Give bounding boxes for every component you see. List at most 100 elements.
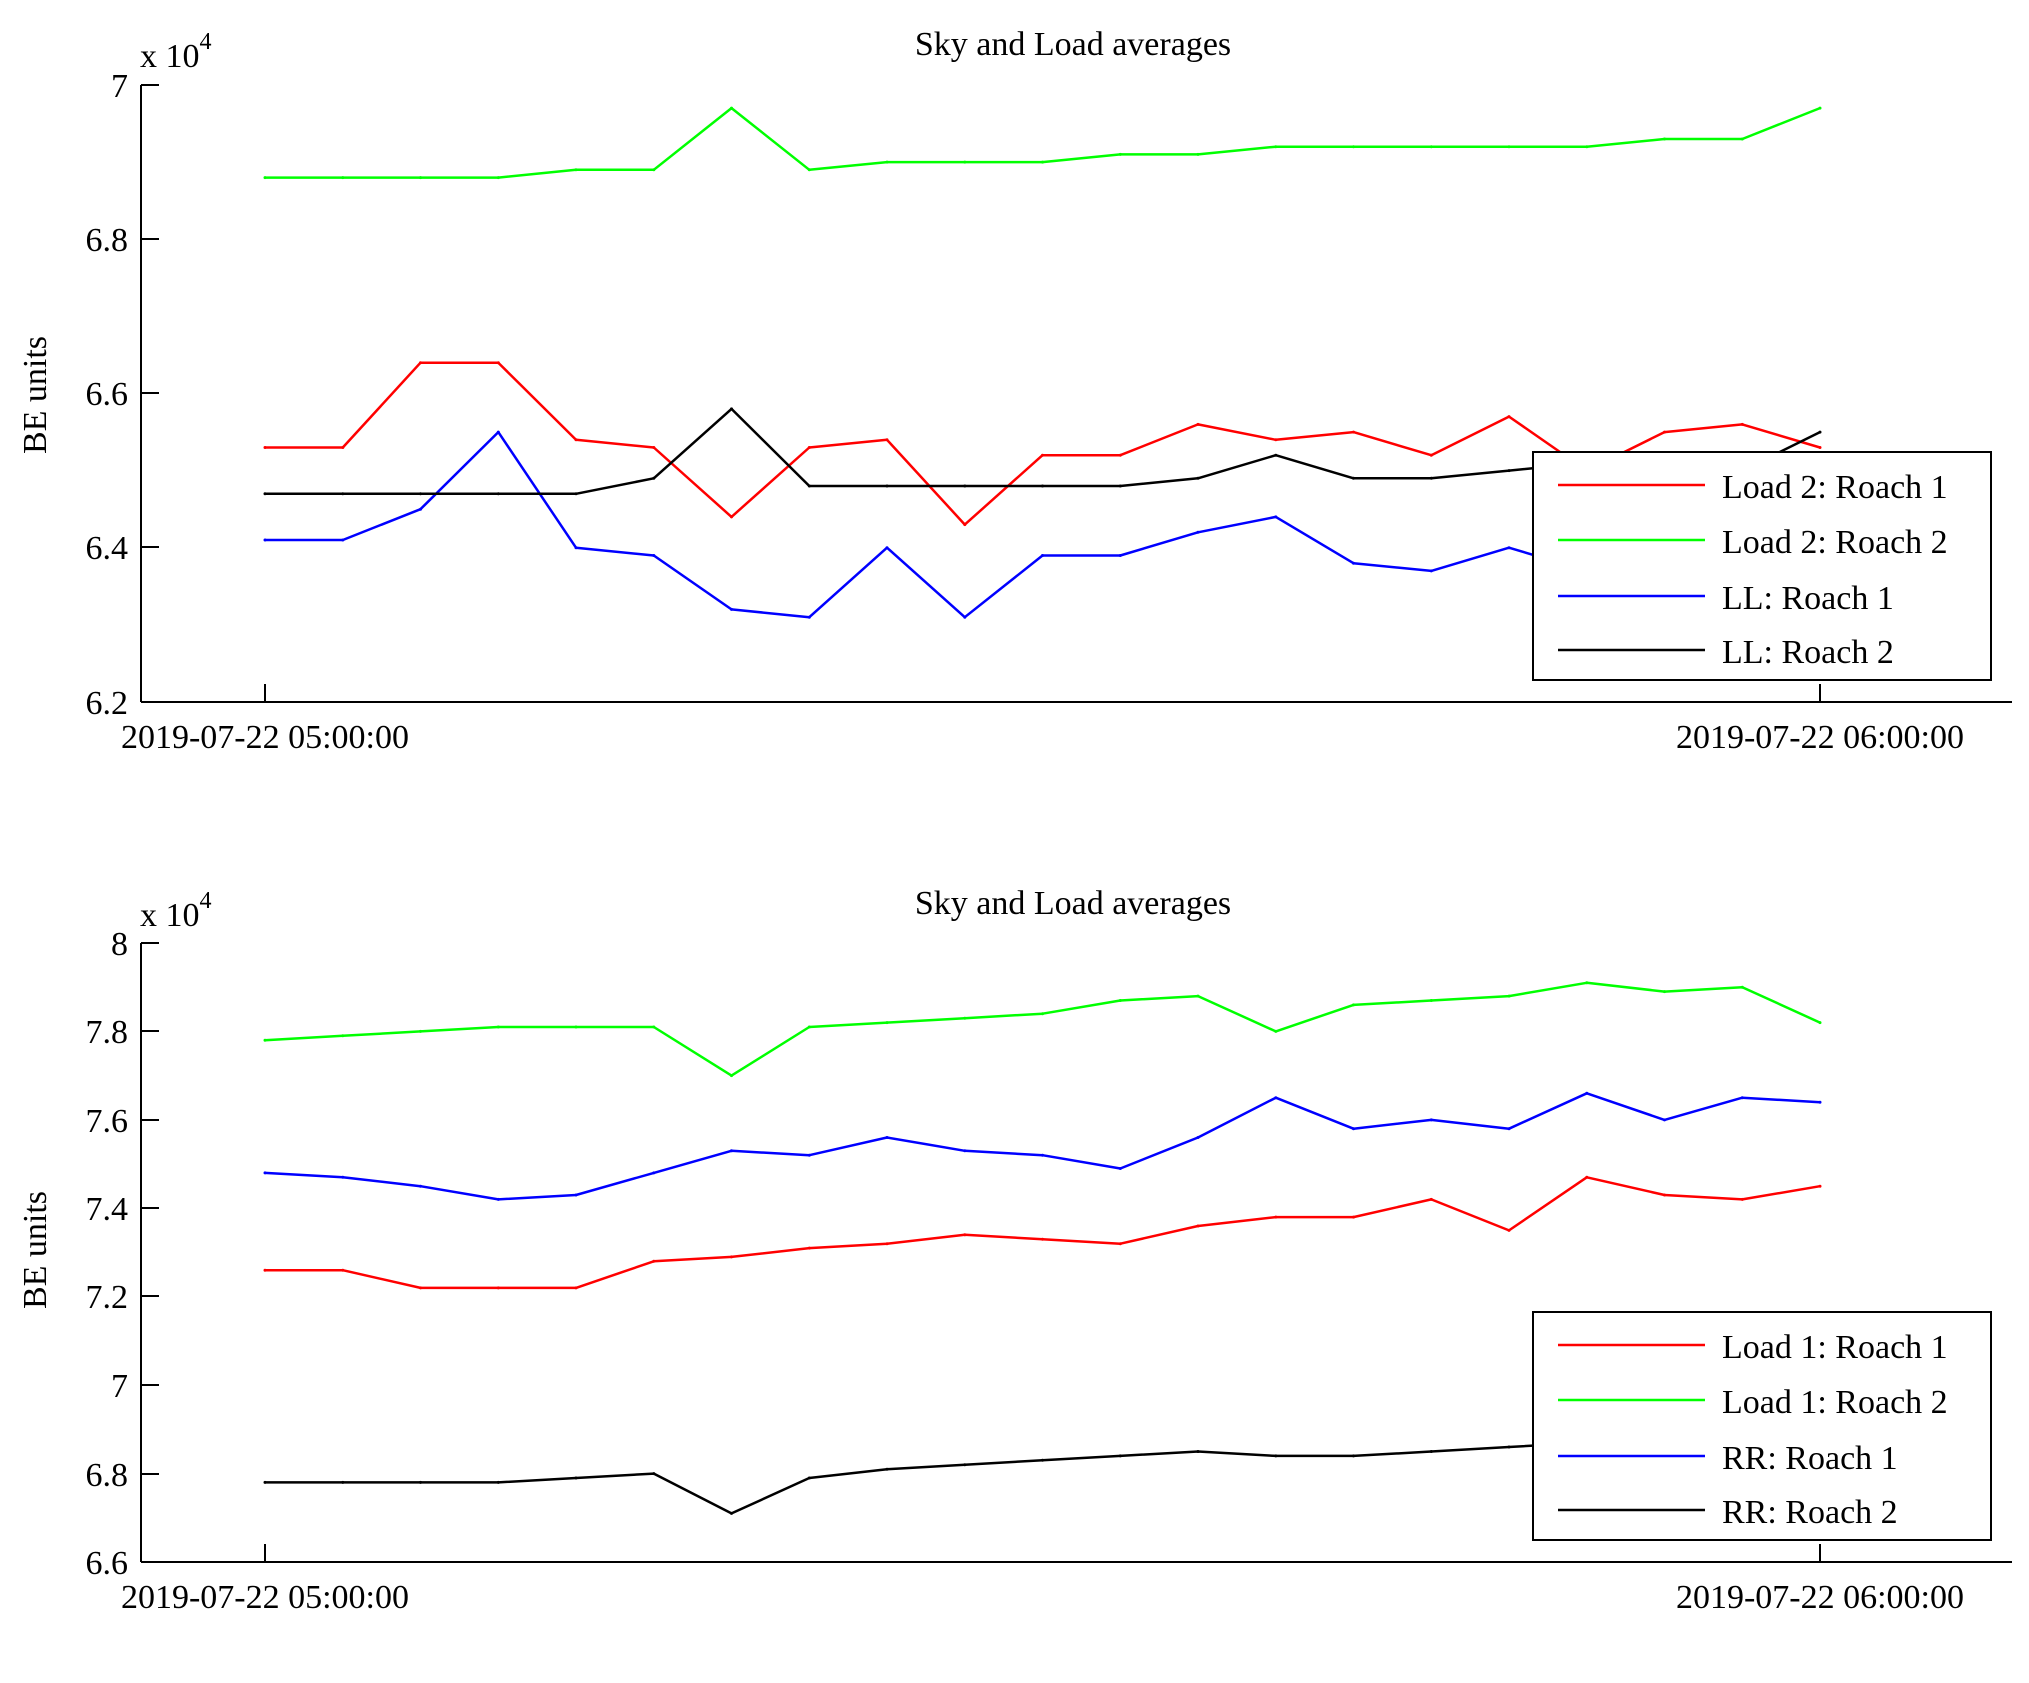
data-point-load-1-roach-1 <box>1507 1228 1511 1232</box>
bottom-x-ticks: 2019-07-22 05:00:00 2019-07-22 06:00:00 <box>121 1544 1964 1616</box>
data-point-ll-roach-1 <box>496 430 500 434</box>
data-point-rr-roach-1 <box>1818 1100 1822 1104</box>
top-x-tick-label: 2019-07-22 06:00:00 <box>1676 719 1964 756</box>
data-point-load-1-roach-2 <box>885 1021 889 1025</box>
data-point-load-1-roach-1 <box>341 1268 345 1272</box>
data-point-load-2-roach-2 <box>496 176 500 180</box>
data-point-ll-roach-2 <box>807 484 811 488</box>
bottom-y-tick-label: 8 <box>111 926 128 963</box>
bottom-x-tick-label: 2019-07-22 05:00:00 <box>121 1579 409 1616</box>
legend-label-load-2-roach-1: Load 2: Roach 1 <box>1722 469 1948 506</box>
legend-label-load-1-roach-2: Load 1: Roach 2 <box>1722 1384 1948 1421</box>
legend-label-ll-roach-2: LL: Roach 2 <box>1722 634 1894 671</box>
data-point-ll-roach-1 <box>652 554 656 557</box>
data-point-ll-roach-1 <box>1507 546 1511 550</box>
data-point-load-1-roach-1 <box>1429 1197 1433 1201</box>
data-point-load-1-roach-1 <box>1274 1215 1278 1219</box>
bottom-y-axis-label: BE units <box>17 1191 54 1309</box>
data-point-rr-roach-2 <box>1274 1454 1278 1458</box>
data-point-ll-roach-2 <box>263 492 267 496</box>
data-point-load-2-roach-1 <box>1663 430 1666 434</box>
data-point-rr-roach-2 <box>1429 1450 1433 1453</box>
data-point-rr-roach-2 <box>1118 1454 1122 1458</box>
data-point-load-2-roach-1 <box>1196 422 1200 426</box>
data-point-rr-roach-2 <box>496 1480 500 1484</box>
data-point-load-1-roach-2 <box>652 1025 656 1029</box>
data-point-load-1-roach-1 <box>1352 1215 1355 1219</box>
data-point-rr-roach-2 <box>1196 1450 1200 1453</box>
data-point-load-2-roach-1 <box>1740 422 1744 426</box>
data-point-rr-roach-2 <box>807 1476 811 1480</box>
data-point-load-2-roach-1 <box>963 523 967 527</box>
data-point-load-1-roach-1 <box>1585 1175 1589 1179</box>
data-point-ll-roach-1 <box>574 546 578 550</box>
data-point-rr-roach-1 <box>807 1153 811 1157</box>
data-point-ll-roach-2 <box>1352 476 1355 480</box>
data-point-ll-roach-1 <box>1352 561 1355 565</box>
data-point-load-1-roach-2 <box>730 1074 733 1078</box>
bottom-x-tick-label: 2019-07-22 06:00:00 <box>1676 1579 1964 1616</box>
data-point-ll-roach-1 <box>807 615 811 619</box>
data-point-ll-roach-2 <box>496 492 500 496</box>
data-point-ll-roach-2 <box>1041 484 1044 488</box>
data-point-load-2-roach-1 <box>1274 438 1278 442</box>
data-point-load-1-roach-1 <box>1118 1242 1122 1246</box>
data-point-load-1-roach-2 <box>1740 985 1744 989</box>
bottom-legend: Load 1: Roach 1 Load 1: Roach 2 RR: Roac… <box>1532 1311 1992 1541</box>
data-point-rr-roach-2 <box>963 1463 967 1467</box>
data-point-load-2-roach-2 <box>1740 137 1744 141</box>
series-line-load-1-roach-2 <box>264 981 1821 1077</box>
data-point-load-1-roach-2 <box>807 1025 811 1029</box>
data-point-ll-roach-1 <box>419 507 422 511</box>
legend-label-load-1-roach-1: Load 1: Roach 1 <box>1722 1329 1948 1366</box>
data-point-load-1-roach-2 <box>1041 1012 1044 1016</box>
data-point-load-2-roach-1 <box>1429 453 1433 457</box>
data-point-ll-roach-2 <box>1507 469 1511 473</box>
bottom-exponent-power: 4 <box>200 888 212 914</box>
data-point-rr-roach-2 <box>730 1511 733 1515</box>
data-point-load-2-roach-2 <box>1818 106 1822 110</box>
data-point-rr-roach-1 <box>1740 1096 1744 1100</box>
bottom-y-tick-label: 7.2 <box>86 1279 129 1316</box>
bottom-exponent-base: x 10 <box>140 897 200 934</box>
data-point-load-2-roach-1 <box>1352 430 1355 434</box>
data-point-load-2-roach-2 <box>1585 145 1589 149</box>
top-y-tick-label: 6.4 <box>86 530 129 567</box>
data-point-load-1-roach-2 <box>263 1038 267 1042</box>
bottom-y-tick-label: 7.6 <box>86 1103 129 1140</box>
data-point-load-2-roach-1 <box>730 515 733 519</box>
data-point-load-2-roach-2 <box>1429 145 1433 149</box>
data-point-load-2-roach-2 <box>1352 145 1355 149</box>
data-point-rr-roach-2 <box>341 1480 345 1484</box>
data-point-load-2-roach-1 <box>807 446 811 449</box>
top-exponent-label: x 104 <box>140 29 212 75</box>
data-point-load-1-roach-1 <box>885 1242 889 1246</box>
series-line-rr-roach-1 <box>264 1092 1821 1201</box>
top-y-tick-label: 7 <box>111 68 128 105</box>
data-point-load-2-roach-1 <box>419 361 422 365</box>
data-point-ll-roach-2 <box>1196 476 1200 480</box>
data-point-load-2-roach-1 <box>263 446 267 449</box>
legend-label-rr-roach-2: RR: Roach 2 <box>1722 1494 1898 1531</box>
data-point-ll-roach-1 <box>263 538 267 542</box>
data-point-ll-roach-2 <box>652 476 656 480</box>
data-point-load-2-roach-2 <box>730 106 733 110</box>
data-point-ll-roach-1 <box>1274 515 1278 519</box>
data-point-rr-roach-1 <box>1429 1118 1433 1122</box>
data-point-load-1-roach-2 <box>1429 999 1433 1002</box>
top-exponent-base: x 10 <box>140 38 200 75</box>
data-point-rr-roach-2 <box>419 1480 422 1484</box>
data-point-load-1-roach-1 <box>730 1255 733 1259</box>
top-chart-title: Sky and Load averages <box>915 26 1231 63</box>
data-point-rr-roach-2 <box>1352 1454 1355 1458</box>
data-point-load-2-roach-1 <box>885 438 889 442</box>
data-point-load-2-roach-1 <box>496 361 500 365</box>
top-y-tick-label: 6.8 <box>86 222 129 259</box>
data-point-load-1-roach-1 <box>963 1233 967 1237</box>
data-point-rr-roach-1 <box>963 1149 967 1153</box>
data-point-ll-roach-1 <box>1196 530 1200 534</box>
series-line-load-2-roach-2 <box>265 106 1821 179</box>
data-point-load-1-roach-1 <box>574 1286 578 1290</box>
data-point-ll-roach-2 <box>574 492 578 496</box>
